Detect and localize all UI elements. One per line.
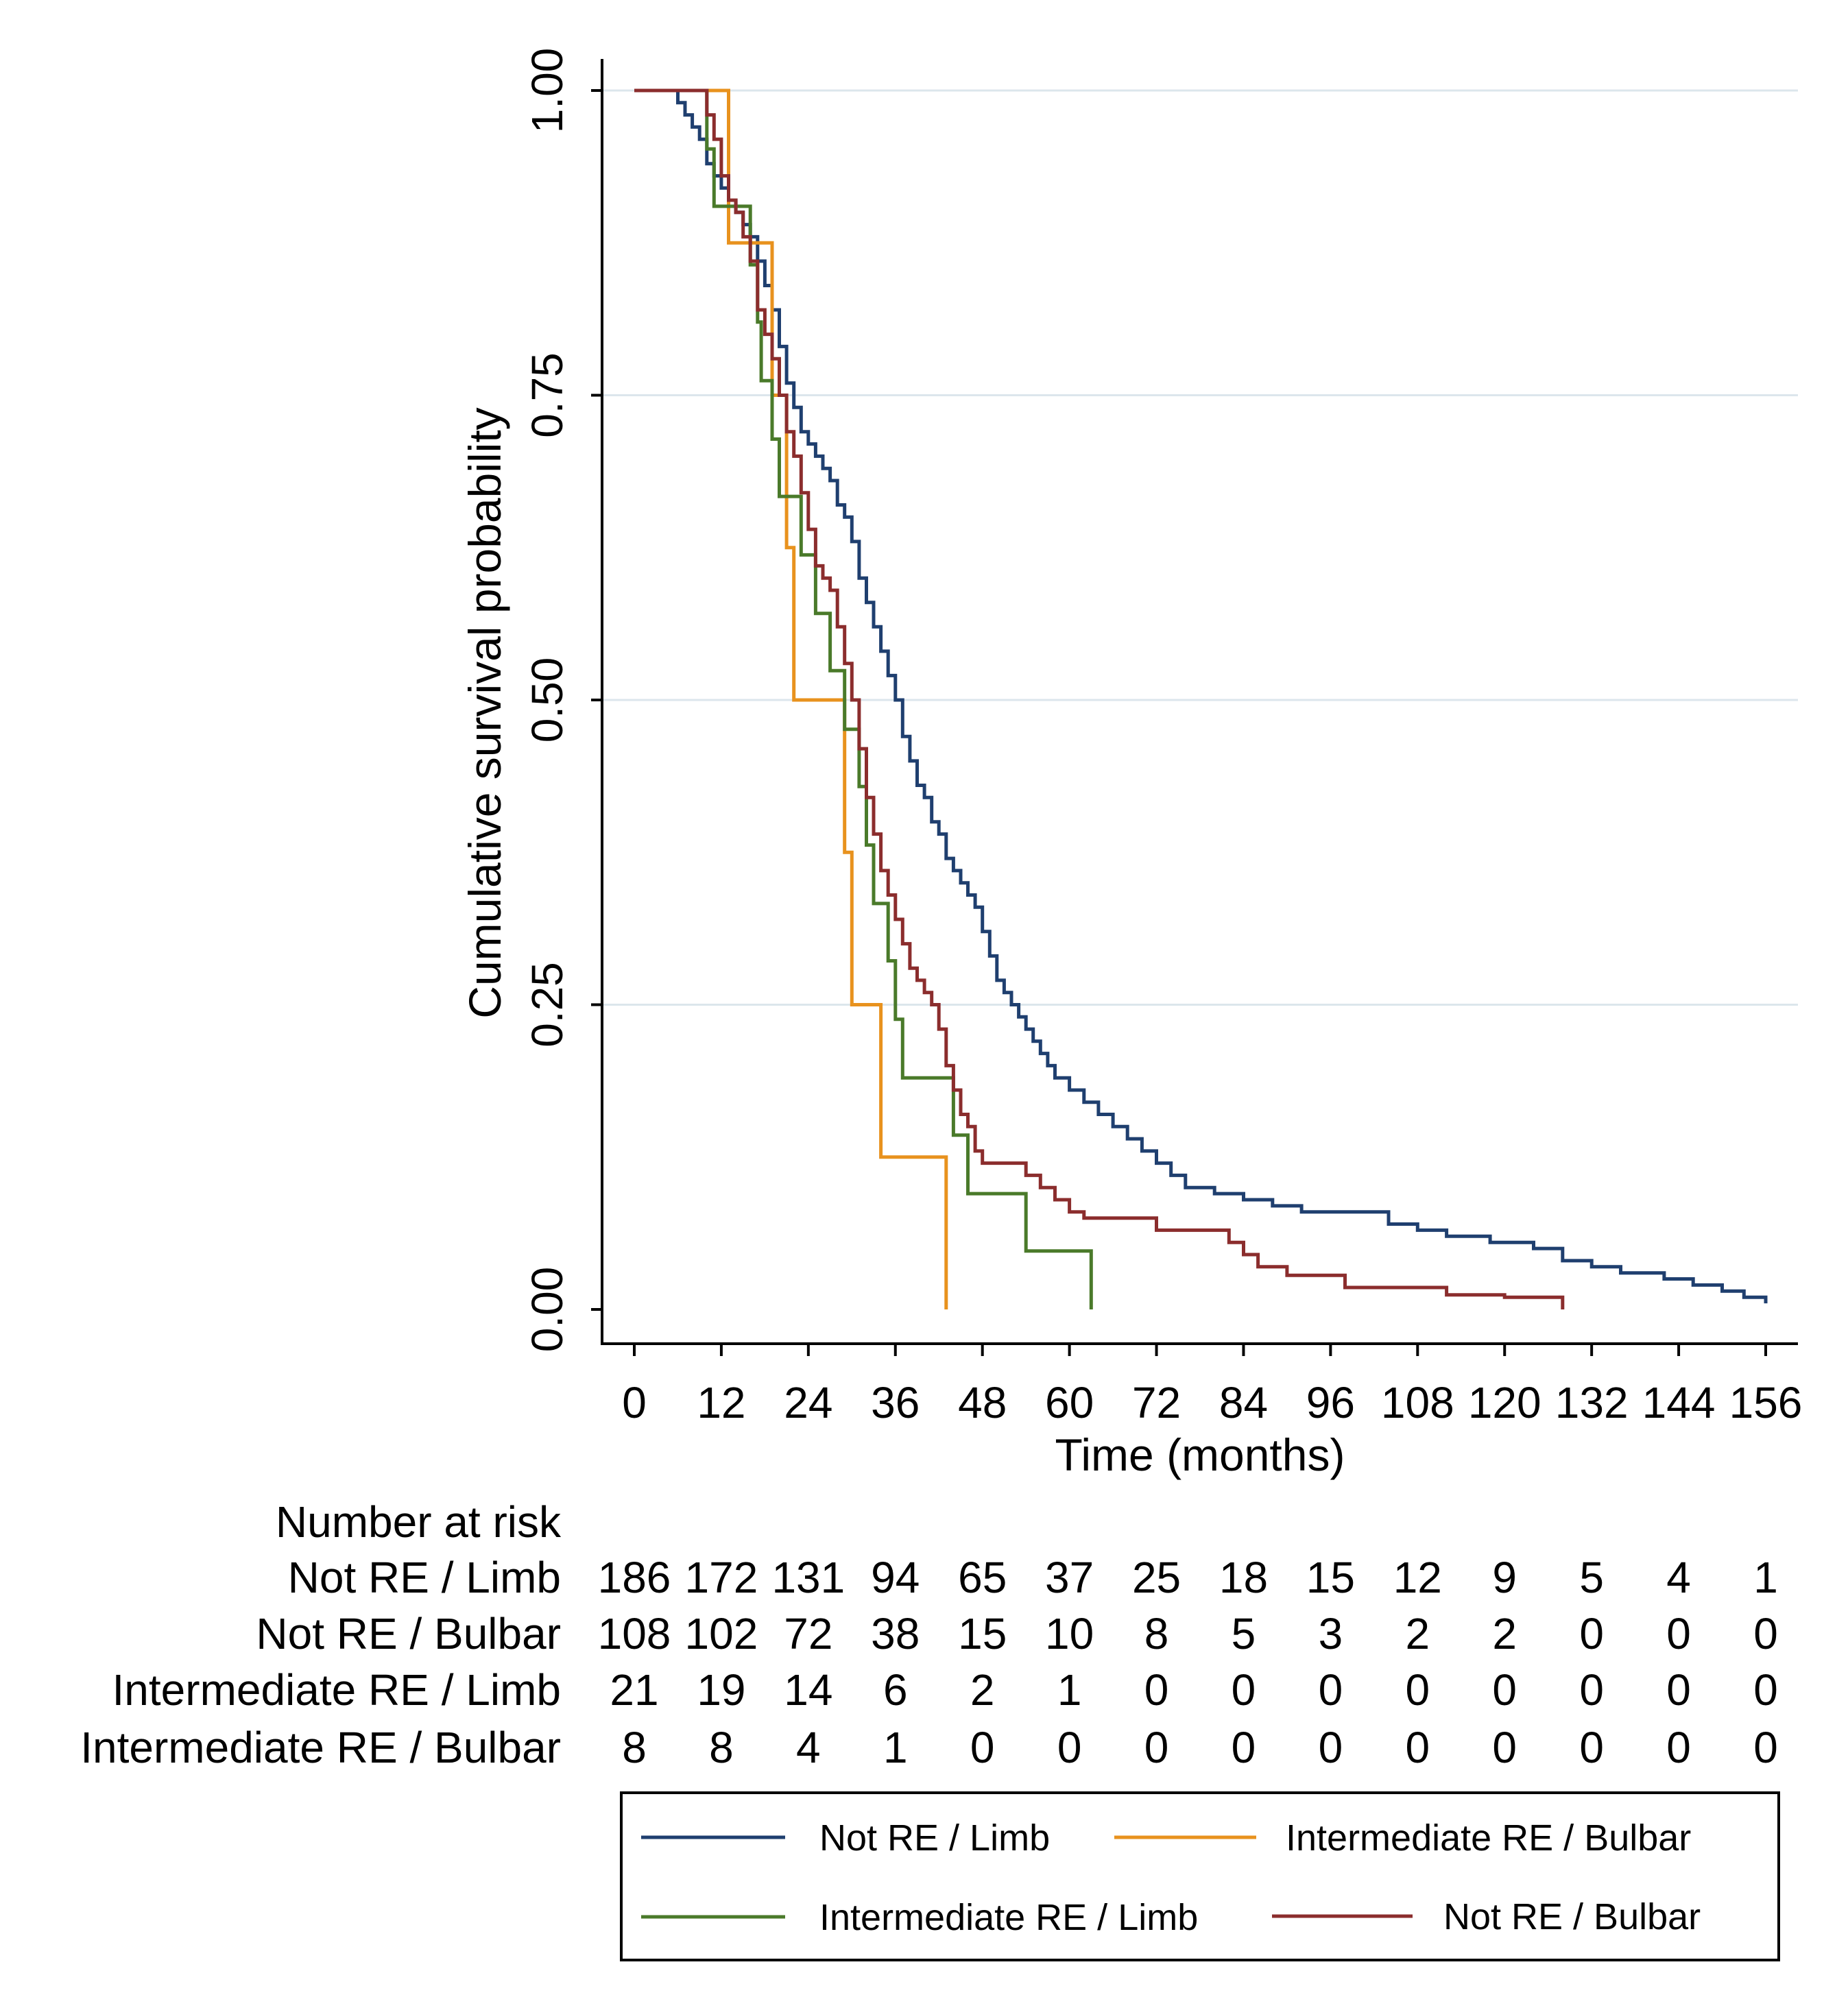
risk-count: 0 (1144, 1665, 1169, 1715)
risk-count: 0 (1319, 1723, 1343, 1772)
risk-count: 25 (1132, 1553, 1181, 1602)
risk-table: Number at risk Not RE / Limb 186 172 131 94 6… (80, 1497, 1778, 1772)
risk-count: 0 (1319, 1665, 1343, 1715)
risk-count: 0 (1492, 1665, 1517, 1715)
legend-label-not-re-limb: Not RE / Limb (819, 1817, 1050, 1859)
y-axis-title: Cumulative survival probability (459, 407, 510, 1018)
risk-count: 0 (1753, 1665, 1778, 1715)
risk-count: 4 (1666, 1553, 1691, 1602)
risk-count: 0 (1406, 1723, 1430, 1772)
x-axis-title: Time (months) (1055, 1429, 1345, 1480)
y-tick-label-1: 0.25 (523, 962, 572, 1048)
x-tick-label-5: 60 (1045, 1378, 1094, 1427)
risk-count: 72 (784, 1609, 832, 1658)
x-tick-label-9: 108 (1381, 1378, 1454, 1427)
legend: Not RE / Limb Intermediate RE / Bulbar Int… (620, 1791, 1780, 1961)
series-line-not-re-bulbar (634, 88, 1565, 1309)
x-tick-label-3: 36 (871, 1378, 920, 1427)
risk-count: 15 (958, 1609, 1007, 1658)
risk-count: 1 (1753, 1553, 1778, 1602)
risk-count: 9 (1492, 1553, 1517, 1602)
risk-row-label-intermediate-re-bulbar: Intermediate RE / Bulbar (80, 1723, 561, 1772)
risk-count: 102 (685, 1609, 758, 1658)
risk-count: 2 (970, 1665, 995, 1715)
risk-count: 3 (1319, 1609, 1343, 1658)
risk-count: 186 (598, 1553, 671, 1602)
legend-label-not-re-bulbar: Not RE / Bulbar (1443, 1896, 1701, 1937)
risk-count: 21 (610, 1665, 658, 1715)
risk-count: 2 (1406, 1609, 1430, 1658)
y-tick-label-0: 0.00 (523, 1267, 572, 1353)
x-tick-label-13: 156 (1729, 1378, 1803, 1427)
x-tick-label-11: 132 (1555, 1378, 1629, 1427)
risk-count: 2 (1492, 1609, 1517, 1658)
risk-count: 65 (958, 1553, 1007, 1602)
x-tick-label-1: 12 (697, 1378, 745, 1427)
risk-count: 94 (871, 1553, 920, 1602)
legend-label-intermediate-re-limb: Intermediate RE / Limb (819, 1897, 1198, 1938)
x-ticks: 0 12 24 36 48 60 72 84 96 108 120 132 144 156 (622, 1344, 1802, 1427)
risk-count: 0 (1753, 1723, 1778, 1772)
series-line-not-re-limb (634, 88, 1768, 1304)
risk-count: 0 (1406, 1665, 1430, 1715)
series-line-intermediate-re-bulbar (634, 88, 948, 1309)
x-tick-label-0: 0 (622, 1378, 647, 1427)
risk-count: 1 (883, 1723, 908, 1772)
risk-count: 4 (796, 1723, 821, 1772)
risk-count: 0 (1232, 1665, 1256, 1715)
risk-count: 8 (1144, 1609, 1169, 1658)
risk-count: 0 (1579, 1609, 1604, 1658)
risk-table-title: Number at risk (276, 1497, 562, 1547)
x-tick-label-12: 144 (1642, 1378, 1716, 1427)
x-tick-label-10: 120 (1468, 1378, 1541, 1427)
risk-count: 12 (1393, 1553, 1442, 1602)
risk-count: 18 (1219, 1553, 1268, 1602)
risk-count: 0 (1666, 1609, 1691, 1658)
risk-row-label-intermediate-re-limb: Intermediate RE / Limb (112, 1665, 562, 1715)
axes (601, 59, 1798, 1345)
risk-count: 15 (1306, 1553, 1355, 1602)
risk-count: 6 (883, 1665, 908, 1715)
risk-count: 38 (871, 1609, 920, 1658)
risk-count: 5 (1232, 1609, 1256, 1658)
risk-count: 0 (1666, 1665, 1691, 1715)
legend-label-intermediate-re-bulbar: Intermediate RE / Bulbar (1286, 1817, 1691, 1859)
risk-count: 37 (1045, 1553, 1094, 1602)
legend-box (620, 1791, 1780, 1961)
risk-count: 0 (1666, 1723, 1691, 1772)
risk-count: 131 (771, 1553, 845, 1602)
risk-count: 0 (1579, 1723, 1604, 1772)
risk-count: 8 (622, 1723, 647, 1772)
risk-row-label-not-re-bulbar: Not RE / Bulbar (256, 1609, 561, 1658)
y-tick-label-4: 1.00 (523, 48, 572, 134)
x-tick-label-8: 96 (1306, 1378, 1355, 1427)
x-tick-label-7: 84 (1219, 1378, 1268, 1427)
y-ticks: 0.00 0.25 0.50 0.75 1.00 (523, 48, 602, 1353)
x-tick-label-2: 24 (784, 1378, 832, 1427)
risk-count: 8 (709, 1723, 734, 1772)
x-tick-label-4: 48 (958, 1378, 1007, 1427)
y-tick-label-3: 0.75 (523, 352, 572, 438)
series-layer (634, 88, 1768, 1309)
gridlines (603, 89, 1798, 1006)
risk-count: 0 (1753, 1609, 1778, 1658)
risk-count: 5 (1579, 1553, 1604, 1602)
y-tick-label-2: 0.50 (523, 657, 572, 743)
risk-count: 108 (598, 1609, 671, 1658)
risk-count: 19 (697, 1665, 745, 1715)
risk-count: 0 (1057, 1723, 1082, 1772)
risk-count: 14 (784, 1665, 832, 1715)
risk-count: 1 (1057, 1665, 1082, 1715)
x-tick-label-6: 72 (1132, 1378, 1181, 1427)
risk-count: 10 (1045, 1609, 1094, 1658)
risk-count: 172 (685, 1553, 758, 1602)
risk-count: 0 (1579, 1665, 1604, 1715)
risk-count: 0 (1144, 1723, 1169, 1772)
risk-count: 0 (970, 1723, 995, 1772)
risk-count: 0 (1492, 1723, 1517, 1772)
risk-row-label-not-re-limb: Not RE / Limb (288, 1553, 561, 1602)
risk-count: 0 (1232, 1723, 1256, 1772)
